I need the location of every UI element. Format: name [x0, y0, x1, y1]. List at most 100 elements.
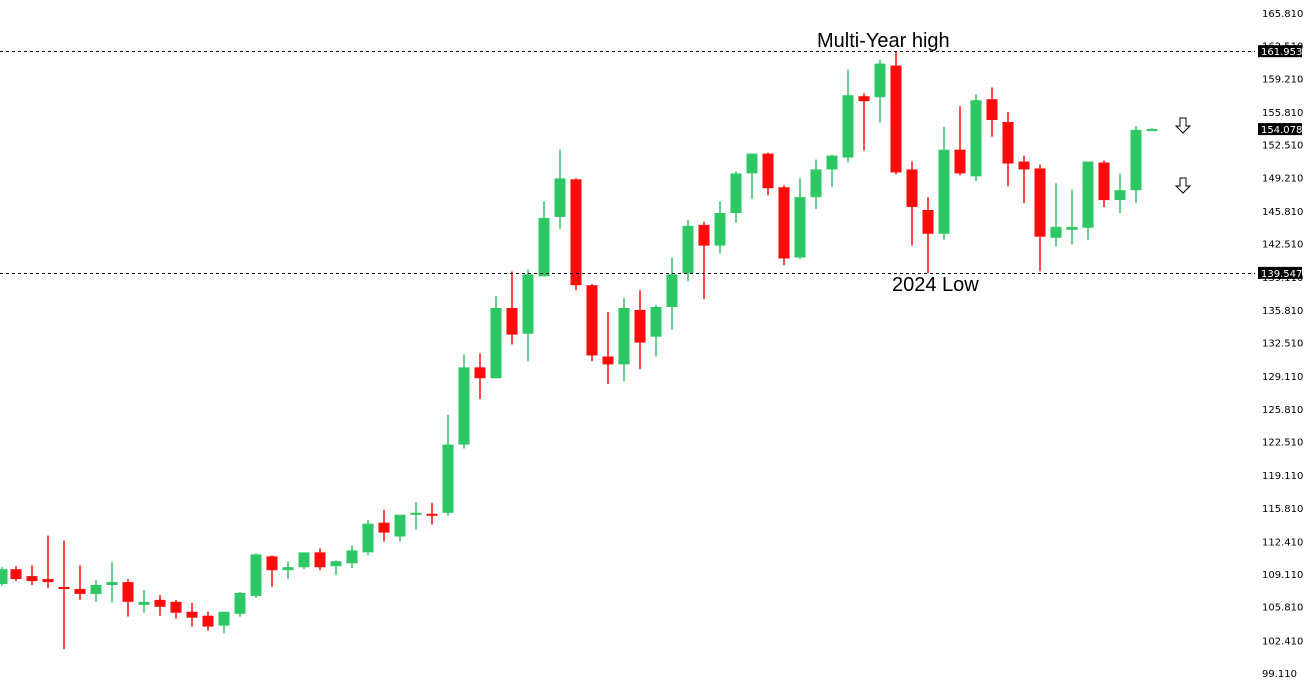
candle-body-down [762, 153, 774, 189]
y-tick-label: 155.810 [1262, 108, 1303, 119]
candle-body-down [42, 579, 54, 583]
candle-body-down [474, 367, 486, 379]
candle-body-down [74, 588, 86, 594]
y-tick-label: 112.410 [1262, 537, 1303, 548]
candle-body-up [826, 155, 838, 170]
candle [1130, 125, 1142, 204]
candle [746, 153, 758, 200]
candle [234, 591, 246, 617]
candle-body-down [570, 179, 582, 286]
candle [618, 298, 630, 382]
candle-body-up [250, 554, 262, 596]
candle-body-up [282, 567, 294, 571]
candle-body-down [1034, 168, 1046, 237]
price-tag [1258, 45, 1302, 58]
candle-body-down [170, 601, 182, 613]
candle [74, 565, 86, 600]
candle [442, 414, 454, 516]
down-arrow-icon [1174, 117, 1192, 134]
candle-body-up [730, 173, 742, 213]
candle-body-down [602, 356, 614, 365]
candle [554, 149, 566, 229]
y-tick-label: 152.510 [1262, 141, 1303, 152]
candle-body-up [394, 514, 406, 537]
y-tick-label: 102.410 [1262, 636, 1303, 647]
candle [26, 565, 38, 586]
candle [122, 579, 134, 617]
down-arrow-icon [1174, 177, 1192, 194]
candle-body-up [346, 550, 358, 564]
candle [954, 106, 966, 176]
candle-body-down [58, 587, 70, 590]
candle [938, 126, 950, 240]
candle-body-up [682, 225, 694, 274]
candle [410, 501, 422, 530]
candle [0, 567, 8, 587]
candle [138, 589, 150, 613]
annotation-label: 2024 Low [892, 274, 979, 296]
candle [810, 159, 822, 210]
candle-body-up [746, 153, 758, 174]
candle [1034, 164, 1046, 272]
y-tick-label: 159.210 [1262, 74, 1303, 85]
candle [842, 69, 854, 163]
candle [90, 580, 102, 602]
price-axis: 165.810162.510159.210155.810152.510149.2… [1258, 9, 1303, 680]
candle [666, 257, 678, 330]
candle [778, 185, 790, 266]
y-tick-label: 132.510 [1262, 339, 1303, 350]
candle [874, 59, 886, 123]
candle-body-up [618, 307, 630, 365]
candle-body-up [490, 307, 502, 379]
candle-body-up [1066, 226, 1078, 230]
candle [154, 594, 166, 616]
candle [426, 502, 438, 525]
candle-body-up [442, 444, 454, 513]
candle [58, 540, 70, 650]
price-tag [1258, 123, 1302, 136]
candle [218, 611, 230, 634]
candle-body-down [154, 599, 166, 607]
y-tick-label: 135.810 [1262, 306, 1303, 317]
candle [378, 509, 390, 542]
y-tick-label: 142.510 [1262, 240, 1303, 251]
candle [394, 514, 406, 542]
candle-body-up [538, 217, 550, 277]
candles-layer [0, 51, 1158, 650]
candle [682, 219, 694, 282]
y-tick-label: 145.810 [1262, 207, 1303, 218]
y-tick-label: 109.110 [1262, 570, 1303, 581]
candle-body-up [330, 561, 342, 567]
candle-body-up [0, 569, 8, 585]
candle-body-down [426, 513, 438, 516]
candle-body-up [1130, 129, 1142, 191]
candle-body-down [954, 149, 966, 174]
candle [714, 201, 726, 254]
candle [266, 555, 278, 588]
candle-body-down [586, 285, 598, 356]
candle [538, 201, 550, 277]
candle-body-down [10, 569, 22, 580]
candle-body-up [1082, 161, 1094, 228]
candle-body-up [938, 149, 950, 234]
y-tick-label: 105.810 [1262, 603, 1303, 614]
candle [906, 161, 918, 246]
candle-body-down [122, 582, 134, 602]
candle [1002, 112, 1014, 187]
candle-body-up [106, 582, 118, 586]
candle [170, 599, 182, 619]
candle [586, 284, 598, 362]
y-tick-label: 119.110 [1262, 471, 1303, 482]
candle [362, 519, 374, 556]
annotation-label: Multi-Year high [817, 30, 950, 52]
candle [826, 154, 838, 188]
candle-body-down [266, 556, 278, 571]
candle [186, 602, 198, 627]
candle-body-up [810, 169, 822, 198]
candle-body-up [410, 512, 422, 515]
y-tick-label: 99.110 [1262, 669, 1297, 680]
candle-body-down [986, 99, 998, 120]
candle-body-down [378, 522, 390, 533]
candle-body-up [234, 592, 246, 614]
